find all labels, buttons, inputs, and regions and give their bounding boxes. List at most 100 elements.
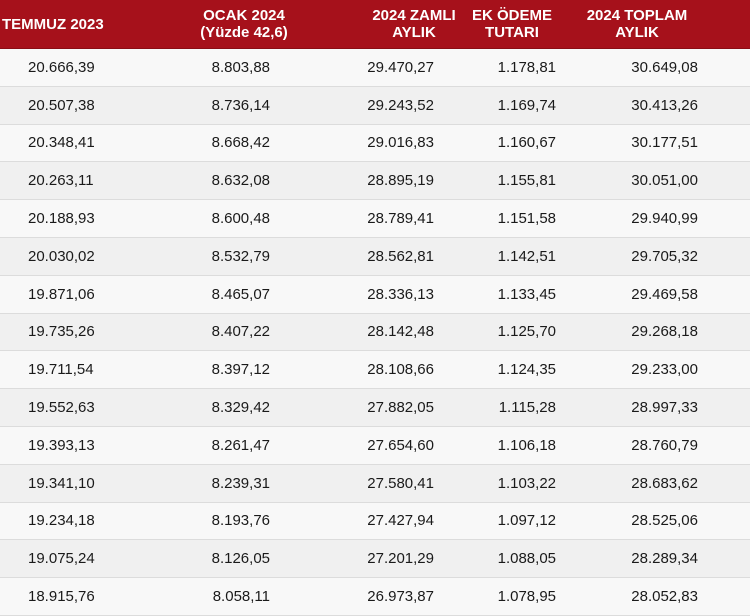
header-line: (Yüzde 42,6) — [200, 24, 288, 41]
cell-zamli-aylik: 29.470,27 — [367, 58, 434, 76]
cell-toplam-aylik: 28.760,79 — [631, 436, 698, 454]
cell-temmuz-2023: 19.393,13 — [28, 436, 95, 454]
cell-toplam-aylik: 28.997,33 — [631, 399, 698, 417]
cell-ocak-2024: 8.736,14 — [211, 96, 270, 114]
cell-toplam-aylik: 30.413,26 — [631, 96, 698, 114]
cell-ocak-2024: 8.193,76 — [211, 512, 270, 530]
cell-ocak-2024: 8.803,88 — [211, 58, 270, 76]
cell-zamli-aylik: 28.789,41 — [367, 210, 434, 228]
cell-temmuz-2023: 19.075,24 — [28, 550, 95, 568]
header-line: AYLIK — [615, 24, 659, 41]
cell-temmuz-2023: 19.735,26 — [28, 323, 95, 341]
cell-zamli-aylik: 27.201,29 — [367, 550, 434, 568]
cell-zamli-aylik: 28.895,19 — [367, 172, 434, 190]
cell-ocak-2024: 8.632,08 — [211, 172, 270, 190]
cell-temmuz-2023: 19.234,18 — [28, 512, 95, 530]
cell-ek-odeme: 1.097,12 — [497, 512, 556, 530]
table-row: 19.075,24 8.126,05 27.201,29 1.088,05 28… — [0, 540, 750, 579]
cell-zamli-aylik: 28.336,13 — [367, 285, 434, 303]
cell-temmuz-2023: 19.552,63 — [28, 399, 95, 417]
header-line: 2024 TOPLAM — [586, 7, 688, 24]
cell-ek-odeme: 1.160,67 — [497, 134, 556, 152]
table-row: 18.915,76 8.058,11 26.973,87 1.078,95 28… — [0, 578, 750, 616]
cell-temmuz-2023: 20.030,02 — [28, 247, 95, 265]
cell-zamli-aylik: 27.882,05 — [367, 399, 434, 417]
cell-ek-odeme: 1.103,22 — [497, 474, 556, 492]
cell-toplam-aylik: 30.649,08 — [631, 58, 698, 76]
cell-zamli-aylik: 28.142,48 — [367, 323, 434, 341]
cell-ek-odeme: 1.133,45 — [497, 285, 556, 303]
cell-toplam-aylik: 28.525,06 — [631, 512, 698, 530]
table-row: 20.666,39 8.803,88 29.470,27 1.178,81 30… — [0, 49, 750, 87]
cell-ocak-2024: 8.407,22 — [211, 323, 270, 341]
header-ek-odeme-tutari: EK ÖDEME TUTARI — [466, 0, 574, 48]
header-line: 2024 ZAMLI — [372, 7, 456, 24]
cell-ocak-2024: 8.239,31 — [211, 474, 270, 492]
cell-toplam-aylik: 29.268,18 — [631, 323, 698, 341]
cell-ek-odeme: 1.088,05 — [497, 550, 556, 568]
cell-toplam-aylik: 28.289,34 — [631, 550, 698, 568]
header-2024-zamli-aylik: 2024 ZAMLI AYLIK — [312, 0, 466, 48]
cell-toplam-aylik: 30.051,00 — [631, 172, 698, 190]
cell-temmuz-2023: 19.711,54 — [28, 361, 94, 379]
cell-ocak-2024: 8.126,05 — [211, 550, 270, 568]
cell-ek-odeme: 1.151,58 — [497, 210, 556, 228]
cell-ek-odeme: 1.106,18 — [497, 436, 556, 454]
cell-ek-odeme: 1.169,74 — [497, 96, 556, 114]
table-header: TEMMUZ 2023 OCAK 2024 (Yüzde 42,6) 2024 … — [0, 0, 750, 49]
cell-temmuz-2023: 18.915,76 — [28, 588, 95, 606]
header-temmuz-2023: TEMMUZ 2023 — [0, 0, 142, 48]
cell-zamli-aylik: 27.427,94 — [367, 512, 434, 530]
cell-toplam-aylik: 30.177,51 — [631, 134, 698, 152]
cell-ocak-2024: 8.261,47 — [211, 436, 270, 454]
cell-ek-odeme: 1.142,51 — [497, 247, 556, 265]
header-ocak-2024: OCAK 2024 (Yüzde 42,6) — [142, 0, 312, 48]
header-line: EK ÖDEME — [471, 7, 552, 24]
cell-ocak-2024: 8.465,07 — [211, 285, 270, 303]
cell-ocak-2024: 8.058,11 — [212, 588, 270, 606]
header-2024-toplam-aylik: 2024 TOPLAM AYLIK — [574, 0, 750, 48]
cell-temmuz-2023: 20.666,39 — [28, 58, 95, 76]
cell-zamli-aylik: 26.973,87 — [367, 588, 434, 606]
header-line: AYLIK — [392, 24, 436, 41]
table-body: 20.666,39 8.803,88 29.470,27 1.178,81 30… — [0, 49, 750, 616]
cell-temmuz-2023: 19.871,06 — [28, 285, 95, 303]
cell-ek-odeme: 1.115,28 — [498, 399, 556, 417]
table-row: 20.188,93 8.600,48 28.789,41 1.151,58 29… — [0, 200, 750, 238]
table-row: 19.393,13 8.261,47 27.654,60 1.106,18 28… — [0, 426, 750, 465]
cell-ocak-2024: 8.600,48 — [211, 210, 270, 228]
cell-ocak-2024: 8.397,12 — [211, 361, 270, 379]
table-row: 19.552,63 8.329,42 27.882,05 1.115,28 28… — [0, 389, 750, 427]
header-line: OCAK 2024 — [203, 7, 285, 24]
cell-ocak-2024: 8.329,42 — [211, 399, 270, 417]
cell-ocak-2024: 8.532,79 — [211, 247, 270, 265]
table-row: 19.341,10 8.239,31 27.580,41 1.103,22 28… — [0, 464, 750, 503]
cell-toplam-aylik: 29.705,32 — [631, 247, 698, 265]
table-row: 19.735,26 8.407,22 28.142,48 1.125,70 29… — [0, 313, 750, 352]
cell-ek-odeme: 1.155,81 — [497, 172, 556, 190]
table-row: 19.871,06 8.465,07 28.336,13 1.133,45 29… — [0, 275, 750, 314]
header-line: TEMMUZ 2023 — [2, 15, 104, 33]
cell-temmuz-2023: 20.507,38 — [28, 96, 95, 114]
cell-temmuz-2023: 20.263,11 — [28, 172, 94, 190]
cell-ek-odeme: 1.178,81 — [497, 58, 556, 76]
cell-temmuz-2023: 19.341,10 — [28, 474, 95, 492]
cell-toplam-aylik: 29.469,58 — [631, 285, 698, 303]
cell-ek-odeme: 1.124,35 — [497, 361, 556, 379]
cell-temmuz-2023: 20.188,93 — [28, 210, 95, 228]
cell-zamli-aylik: 29.243,52 — [367, 96, 434, 114]
table-row: 20.030,02 8.532,79 28.562,81 1.142,51 29… — [0, 237, 750, 276]
cell-toplam-aylik: 29.940,99 — [631, 210, 698, 228]
cell-zamli-aylik: 27.580,41 — [367, 474, 434, 492]
table-row: 19.711,54 8.397,12 28.108,66 1.124,35 29… — [0, 351, 750, 390]
cell-zamli-aylik: 29.016,83 — [367, 134, 434, 152]
table-row: 20.507,38 8.736,14 29.243,52 1.169,74 30… — [0, 86, 750, 125]
table-row: 19.234,18 8.193,76 27.427,94 1.097,12 28… — [0, 502, 750, 541]
cell-zamli-aylik: 28.108,66 — [367, 361, 434, 379]
table-row: 20.263,11 8.632,08 28.895,19 1.155,81 30… — [0, 162, 750, 201]
cell-zamli-aylik: 28.562,81 — [367, 247, 434, 265]
header-line: TUTARI — [485, 24, 539, 41]
cell-toplam-aylik: 29.233,00 — [631, 361, 698, 379]
cell-ek-odeme: 1.078,95 — [497, 588, 556, 606]
cell-ek-odeme: 1.125,70 — [497, 323, 556, 341]
